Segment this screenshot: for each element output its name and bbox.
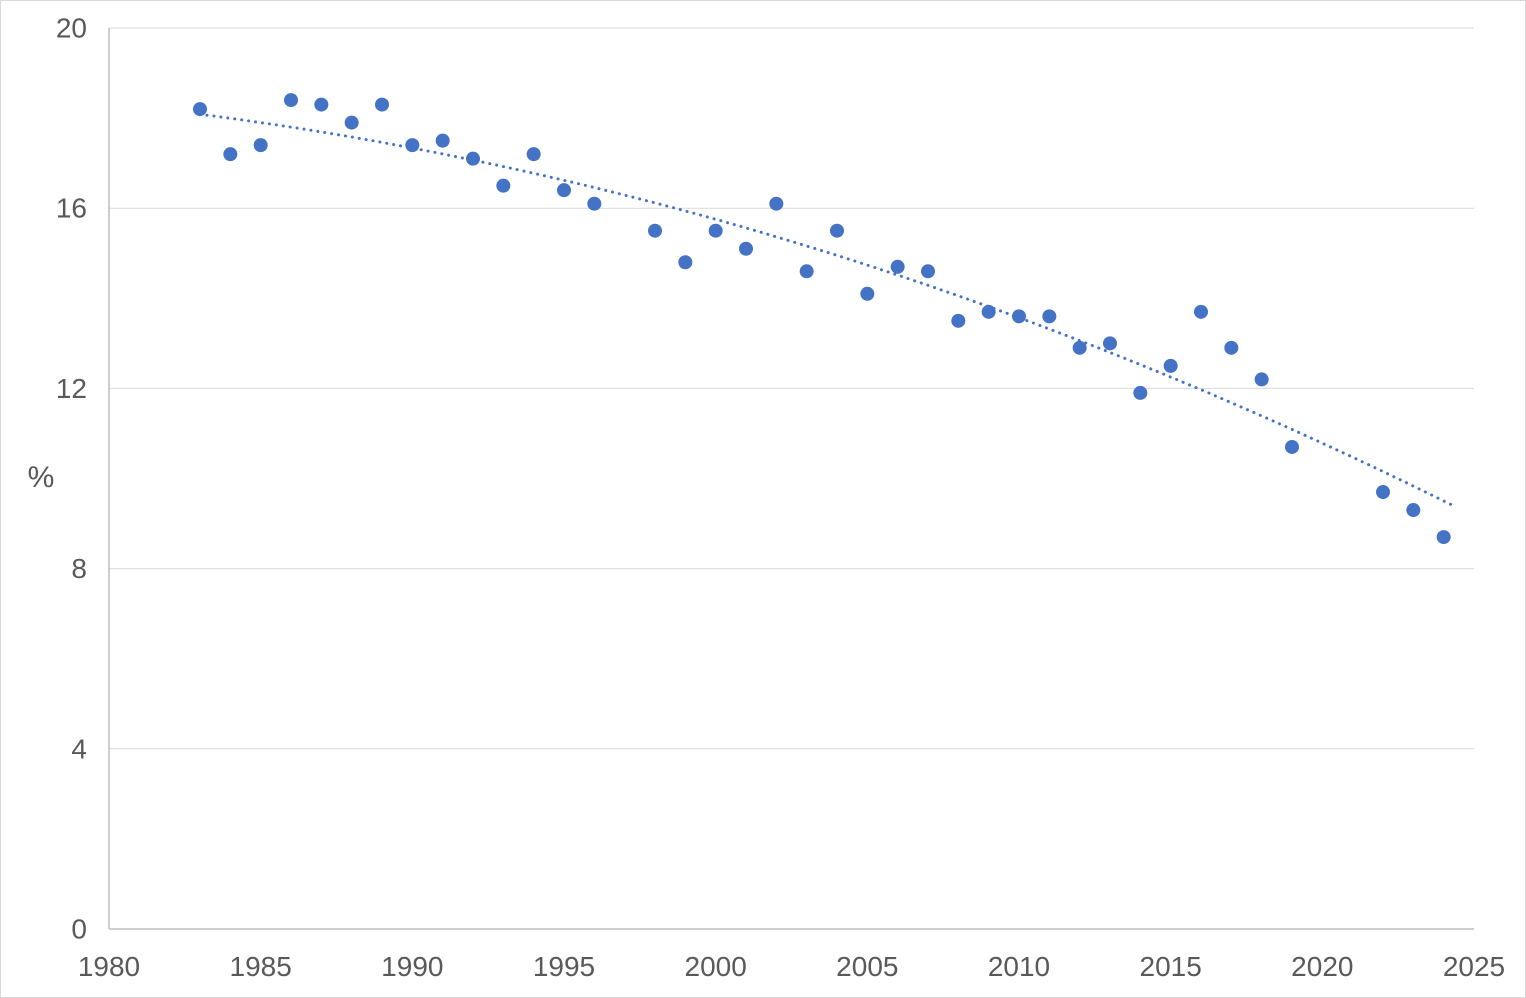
data-point <box>193 102 207 117</box>
data-point <box>739 241 753 256</box>
data-point <box>1254 372 1269 387</box>
x-tick-label: 2020 <box>1291 951 1353 982</box>
data-point <box>1133 385 1148 400</box>
y-tick-label: 8 <box>71 553 87 584</box>
y-tick-label: 20 <box>56 13 87 44</box>
data-point <box>466 151 480 166</box>
data-point <box>1436 530 1451 545</box>
data-point <box>526 147 541 162</box>
x-tick-label: 2000 <box>685 951 747 982</box>
data-point <box>1285 439 1299 454</box>
data-point <box>557 183 571 198</box>
x-tick-label: 1980 <box>78 951 140 982</box>
data-point <box>921 264 935 279</box>
x-tick-label: 1995 <box>533 951 595 982</box>
data-point <box>981 304 996 319</box>
data-point <box>405 138 420 153</box>
data-point <box>648 223 662 238</box>
data-point <box>587 196 602 211</box>
data-point <box>951 313 966 328</box>
data-point <box>830 223 844 238</box>
data-point <box>314 97 329 112</box>
data-point <box>860 286 875 301</box>
y-tick-label: 16 <box>56 193 87 224</box>
data-point <box>1376 485 1390 500</box>
x-tick-label: 2005 <box>836 951 898 982</box>
data-point <box>799 264 814 279</box>
data-point <box>708 223 723 238</box>
y-axis-title: % <box>27 461 55 494</box>
data-point <box>496 178 511 193</box>
data-point <box>435 133 450 148</box>
data-point <box>1406 503 1421 518</box>
data-point <box>1042 309 1057 324</box>
data-point <box>1163 358 1178 373</box>
x-tick-label: 2010 <box>988 951 1050 982</box>
data-point <box>769 196 784 211</box>
data-point <box>223 147 238 162</box>
data-point <box>1103 336 1117 351</box>
x-tick-label: 2015 <box>1140 951 1202 982</box>
y-tick-label: 4 <box>71 733 87 764</box>
data-point <box>1012 309 1026 324</box>
x-tick-label: 1990 <box>381 951 443 982</box>
data-point <box>253 138 268 153</box>
data-point <box>1194 304 1208 319</box>
trendline-dotted <box>198 112 1453 507</box>
data-point <box>375 97 389 112</box>
data-point <box>678 255 693 270</box>
data-point <box>284 93 298 108</box>
data-point <box>1072 340 1087 355</box>
data-point <box>1224 340 1239 355</box>
x-tick-label: 2025 <box>1443 951 1505 982</box>
data-point <box>344 115 359 130</box>
data-point <box>890 259 905 274</box>
y-tick-label: 12 <box>56 373 87 404</box>
x-tick-label: 1985 <box>230 951 292 982</box>
y-tick-label: 0 <box>71 914 87 945</box>
